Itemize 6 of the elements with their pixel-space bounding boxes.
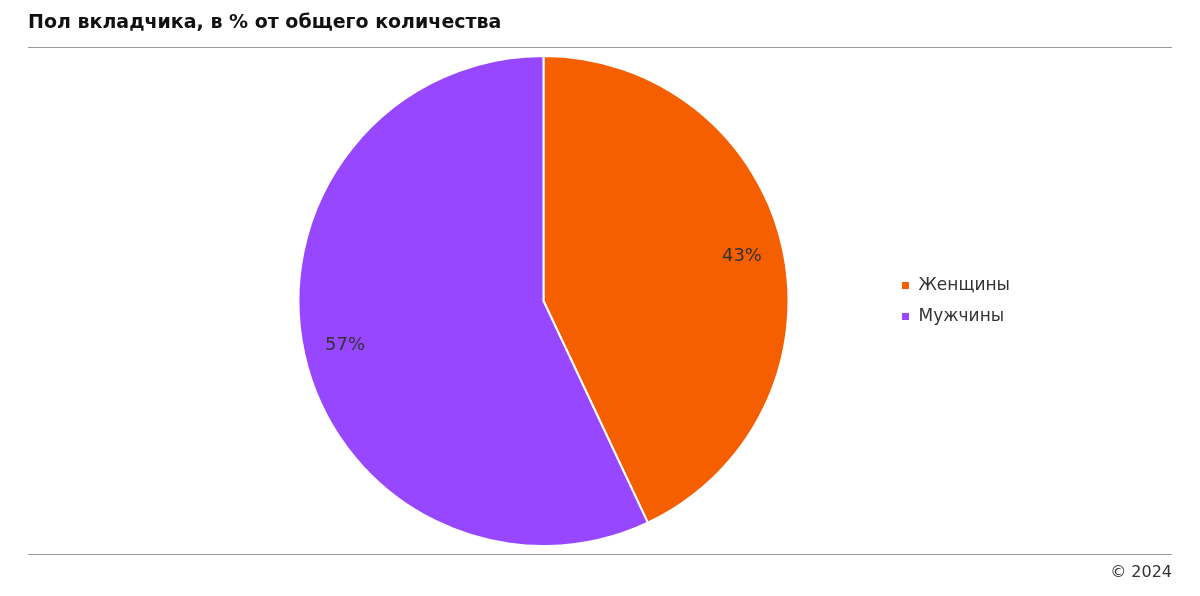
data-label: 57%: [325, 333, 366, 355]
data-label: 43%: [721, 244, 762, 266]
legend-label: Мужчины: [918, 304, 1005, 325]
chart-title: Пол вкладчика, в % от общего количества: [28, 10, 502, 32]
legend-label: Женщины: [918, 273, 1010, 294]
text: © 2024: [1110, 562, 1172, 581]
